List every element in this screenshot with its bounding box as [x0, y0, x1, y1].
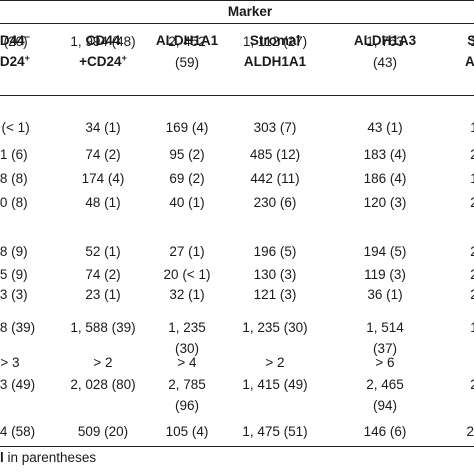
table-cell: 2	[470, 244, 474, 259]
table-cell: 2	[470, 267, 474, 282]
table-cell: 105 (4)	[165, 424, 209, 439]
table-cell: 74 (2)	[85, 147, 121, 162]
table-cell: 120 (3)	[363, 195, 407, 210]
column-header: ALDH1A3	[340, 30, 430, 51]
table-cell: 36 (1)	[367, 287, 403, 302]
table-cell: 1	[470, 320, 474, 335]
table-cell: 1, 415 (49)	[242, 377, 308, 392]
table-cell: 95 (2)	[169, 147, 205, 162]
group-rule	[0, 23, 474, 24]
bottom-rule	[0, 446, 474, 447]
table-cell: 464 (58)	[0, 424, 36, 439]
table-cell: 2, 452 (59)	[168, 34, 206, 70]
table-cell: 3 (< 1)	[0, 120, 30, 135]
column-header: ALDH1A1	[147, 30, 227, 51]
table-cell: 03 (3)	[0, 287, 28, 302]
table-cell: 40 (1)	[169, 195, 205, 210]
table-cell: 183 (4)	[363, 147, 407, 162]
table-cell: 509 (20)	[77, 424, 129, 439]
table-cell: 18 (8)	[0, 171, 28, 186]
table-cell: 23 (1)	[85, 287, 121, 302]
column-header-sup2: +	[24, 53, 30, 63]
table-cell: > 2	[265, 355, 285, 370]
table-cell: 1, 235 (30)	[168, 320, 206, 356]
table-cell: 69 (2)	[169, 171, 205, 186]
table-cell: 485 (12)	[249, 147, 301, 162]
column-header-line1: ALDH1A1	[155, 33, 219, 48]
column-header-sup2: +	[121, 53, 127, 63]
table-cell: 34 (1)	[85, 120, 121, 135]
table-cell: 073 (49)	[0, 377, 36, 392]
table-cell: 48 (1)	[85, 195, 121, 210]
table-cell: 442 (11)	[250, 171, 300, 186]
table-cell: 121 (3)	[253, 287, 297, 302]
table-cell: 58 (9)	[0, 244, 28, 259]
table-cell: 2	[470, 287, 474, 302]
table-cell: 52 (1)	[85, 244, 121, 259]
column-header-line1: Stromal	[249, 33, 301, 48]
column-header-line2: CD24	[0, 54, 25, 69]
table-cell: 1, 588 (39)	[70, 320, 136, 335]
table-cell: > 3	[0, 355, 20, 370]
table-cell: 194 (5)	[363, 244, 407, 259]
column-header: CD44− CD24+	[0, 30, 65, 72]
table-cell: 26	[466, 424, 474, 439]
footnote-text: in parentheses	[3, 450, 97, 465]
table-cell: 2	[470, 377, 474, 392]
column-header-sup1: −	[24, 32, 30, 42]
column-header-line1: CD44	[85, 33, 121, 48]
table-cell: 1, 514 (37)	[366, 320, 404, 356]
table-cell: 27 (1)	[169, 244, 205, 259]
table-cell: 1	[470, 171, 474, 186]
table-cell: 119 (3)	[364, 267, 406, 282]
table-cell: 1, 763 (43)	[366, 34, 404, 70]
footnote-bold: l	[0, 450, 4, 465]
table-cell: 186 (4)	[363, 171, 407, 186]
group-header-marker: Marker	[227, 4, 273, 19]
table-cell: 174 (4)	[81, 171, 125, 186]
table-cell: 2, 028 (80)	[70, 377, 136, 392]
column-header: CD44 +CD24+	[53, 30, 153, 72]
table-cell: 588 (39)	[0, 320, 36, 335]
table-cell: 2	[470, 147, 474, 162]
table-cell: 230 (6)	[253, 195, 297, 210]
table-cell: 4 (20)	[0, 34, 28, 49]
column-header: St AL	[444, 30, 474, 72]
table-footnote: l in parentheses	[0, 450, 96, 465]
table-cell: 1, 235 (30)	[242, 320, 308, 335]
table-cell: 2	[470, 195, 474, 210]
table-cell: 196 (5)	[253, 244, 297, 259]
top-rule	[0, 0, 474, 1]
table-cell: 20 (< 1)	[163, 267, 211, 282]
table-cell: 10 (8)	[0, 195, 28, 210]
column-header-line1: St	[467, 33, 474, 48]
table-cell: 32 (1)	[169, 287, 205, 302]
column-header-line2: ALDH1A1	[243, 54, 307, 69]
table-cell: 1	[470, 120, 474, 135]
table-cell: 1, 475 (51)	[242, 424, 308, 439]
table-cell: > 4	[177, 355, 197, 370]
table-cell: 43 (1)	[367, 120, 403, 135]
table-cell: 1, 994 (48)	[70, 34, 136, 49]
table-cell: 74 (2)	[85, 267, 121, 282]
table-cell: 130 (3)	[253, 267, 297, 282]
header-rule	[0, 95, 474, 96]
column-header-line2: AL	[465, 54, 474, 69]
column-header-line1: CD44	[0, 33, 25, 48]
table-cell: 2, 785 (96)	[168, 377, 206, 413]
table-cell: 1, 112 (27)	[242, 34, 308, 49]
table-cell: 146 (6)	[363, 424, 407, 439]
table-cell: > 6	[375, 355, 395, 370]
table-cell: 1	[470, 34, 474, 49]
column-header-line2: +CD24	[79, 54, 122, 69]
column-header: Stromal ALDH1A1	[225, 30, 325, 72]
column-header-line1: ALDH1A3	[353, 33, 417, 48]
table-cell: 75 (9)	[0, 267, 28, 282]
table-cell: 2, 465 (94)	[366, 377, 404, 413]
table-cell: > 2	[93, 355, 113, 370]
table-cell: 169 (4)	[165, 120, 209, 135]
table-cell: 303 (7)	[253, 120, 297, 135]
table-cell: 41 (6)	[0, 147, 28, 162]
